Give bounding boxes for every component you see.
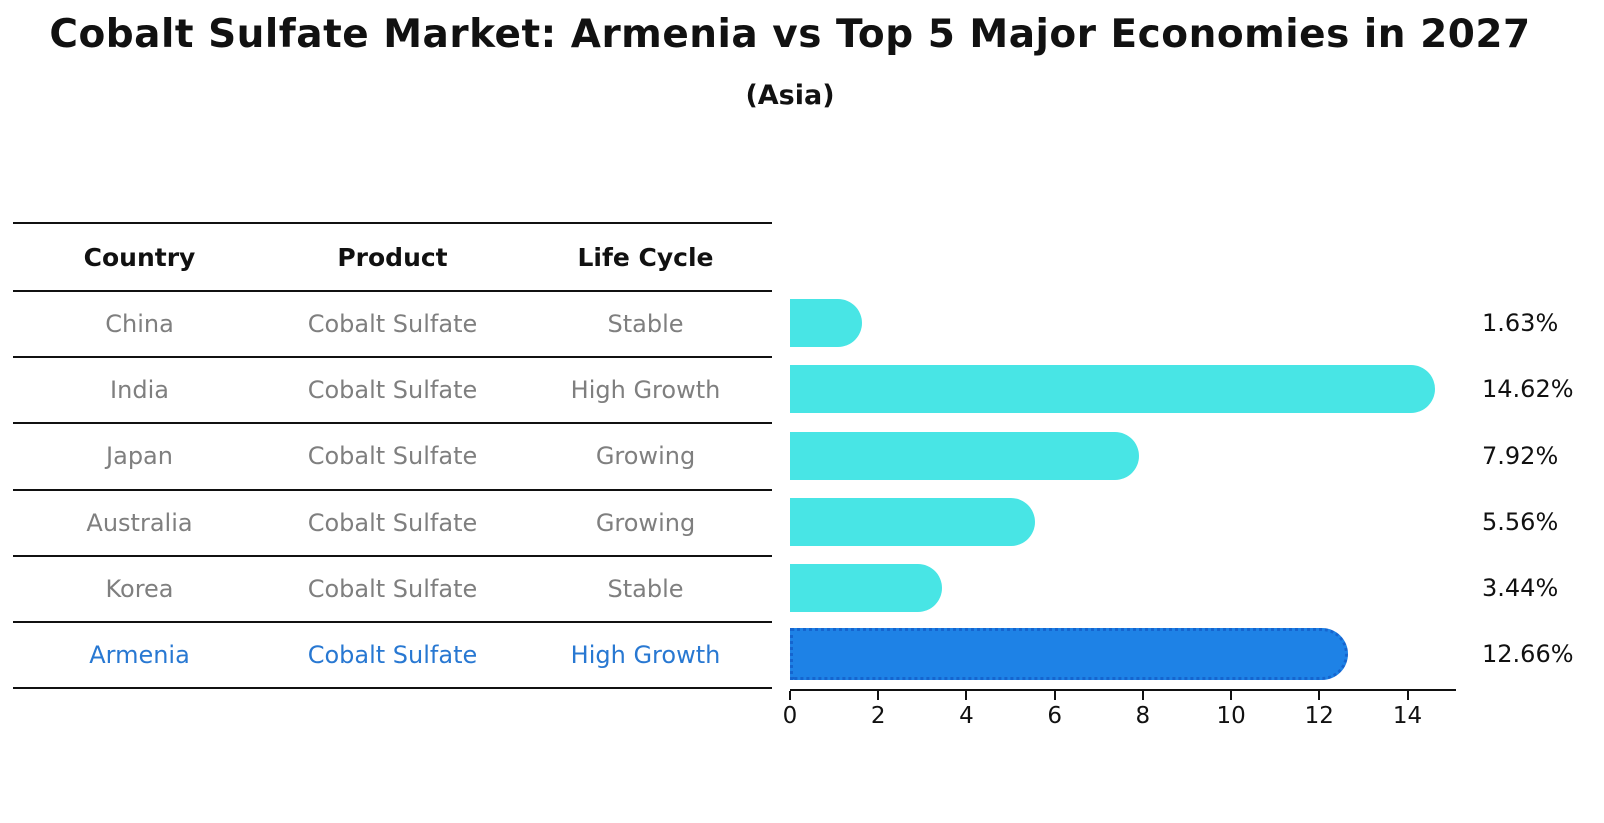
bar-value-label: 1.63% bbox=[1482, 309, 1559, 338]
x-axis-tick-label: 10 bbox=[1216, 703, 1246, 729]
table-cell-life_cycle: High Growth bbox=[570, 376, 721, 405]
x-axis-tick bbox=[877, 691, 880, 700]
x-axis-tick-label: 14 bbox=[1392, 703, 1423, 729]
x-axis-tick bbox=[1230, 691, 1233, 700]
table-cell-product: Cobalt Sulfate bbox=[307, 376, 478, 405]
x-axis-tick-label: 6 bbox=[1047, 703, 1062, 729]
bar-value-label: 12.66% bbox=[1482, 640, 1574, 669]
table-header-cell: Life Cycle bbox=[577, 242, 714, 272]
table-row-korea: Korea Cobalt Sulfate Stable bbox=[13, 557, 772, 623]
table-cell-life_cycle: Stable bbox=[607, 574, 684, 603]
table-cell-country: India bbox=[110, 376, 169, 405]
table-cell-country: Japan bbox=[106, 442, 173, 471]
table-row-japan: Japan Cobalt Sulfate Growing bbox=[13, 424, 772, 491]
bar-japan bbox=[790, 431, 1140, 480]
table-cell-country: Korea bbox=[105, 574, 174, 603]
table-row-china: China Cobalt Sulfate Stable bbox=[13, 292, 772, 359]
table-cell-product: Cobalt Sulfate bbox=[307, 641, 478, 670]
bar-india bbox=[790, 365, 1435, 414]
bar-value-label: 3.44% bbox=[1482, 573, 1559, 602]
x-axis-tick-label: 2 bbox=[870, 703, 886, 729]
bar-value-label: 5.56% bbox=[1482, 507, 1559, 536]
x-axis-tick-label: 0 bbox=[782, 703, 798, 729]
table-cell-product: Cobalt Sulfate bbox=[307, 508, 478, 537]
table-row-australia: Australia Cobalt Sulfate Growing bbox=[13, 491, 772, 557]
comparison-table: Country Product Life Cycle China Cobalt Sulf… bbox=[13, 222, 772, 690]
chart-title: Cobalt Sulfate Market: Armenia vs Top 5 … bbox=[49, 12, 1531, 57]
bar-armenia bbox=[790, 628, 1349, 681]
table-cell-country: Australia bbox=[86, 508, 193, 537]
table-cell-product: Cobalt Sulfate bbox=[307, 310, 478, 339]
x-axis-tick bbox=[1053, 691, 1056, 700]
bar-china bbox=[790, 299, 862, 348]
x-axis-tick-label: 12 bbox=[1304, 703, 1334, 729]
x-axis-line bbox=[790, 689, 1456, 691]
table-cell-country: Armenia bbox=[89, 641, 190, 670]
table-cell-product: Cobalt Sulfate bbox=[307, 442, 478, 471]
chart-subtitle: (Asia) bbox=[745, 80, 835, 111]
table-cell-life_cycle: Stable bbox=[607, 310, 684, 339]
table-header-cell: Country bbox=[83, 242, 196, 272]
table-row-india: India Cobalt Sulfate High Growth bbox=[13, 358, 772, 425]
table-cell-country: China bbox=[105, 310, 174, 339]
bar-value-label: 7.92% bbox=[1482, 441, 1559, 470]
table-cell-life_cycle: Growing bbox=[595, 442, 696, 471]
table-row-armenia: Armenia Cobalt Sulfate High Growth bbox=[13, 623, 772, 690]
x-axis-tick bbox=[965, 691, 968, 700]
x-axis-tick bbox=[1318, 691, 1321, 700]
table-header-cell: Product bbox=[337, 242, 448, 272]
x-axis-tick bbox=[1406, 691, 1409, 700]
table-cell-life_cycle: High Growth bbox=[570, 641, 721, 670]
x-axis-tick bbox=[1141, 691, 1144, 700]
x-axis-tick-label: 4 bbox=[959, 703, 974, 729]
table-cell-product: Cobalt Sulfate bbox=[307, 574, 478, 603]
table-cell-life_cycle: Growing bbox=[595, 508, 696, 537]
x-axis-tick bbox=[789, 691, 791, 700]
table-header-row: Country Product Life Cycle bbox=[13, 224, 772, 292]
x-axis-tick-label: 8 bbox=[1135, 703, 1151, 729]
bar-australia bbox=[790, 497, 1036, 546]
bar-korea bbox=[790, 563, 942, 612]
bar-value-label: 14.62% bbox=[1482, 375, 1574, 404]
